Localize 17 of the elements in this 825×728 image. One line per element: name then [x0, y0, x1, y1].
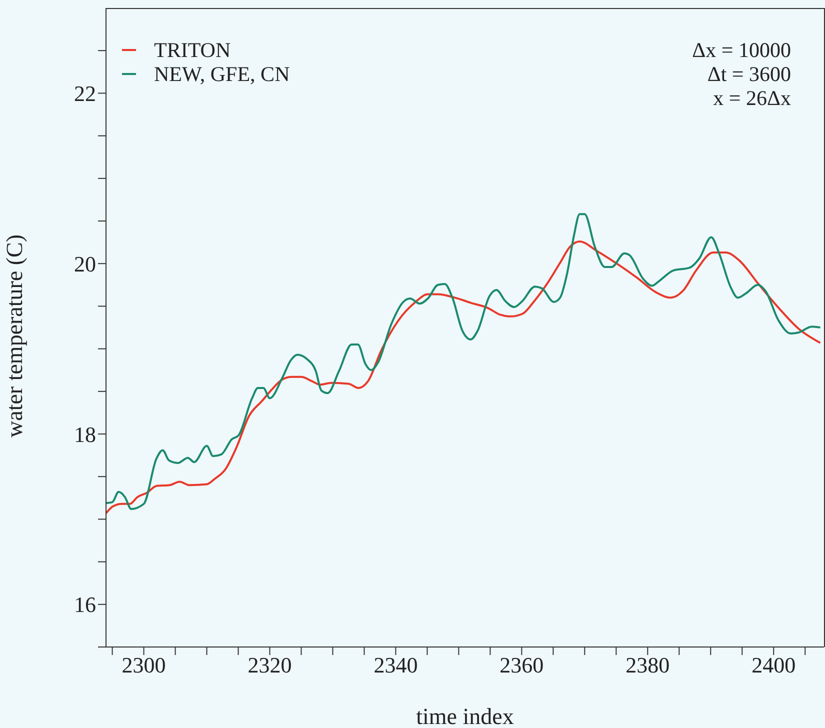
x-tick-label: 2340	[374, 652, 418, 678]
y-tick-label: 22	[74, 81, 96, 106]
y-axis-title: water temperature (C)	[2, 234, 28, 438]
y-tick-label: 16	[74, 592, 96, 618]
annotation: x = 26Δx	[712, 86, 791, 110]
x-tick-label: 2300	[122, 652, 166, 678]
x-tick-label: 2380	[626, 652, 670, 678]
legend-label: NEW, GFE, CN	[154, 62, 290, 86]
x-tick-label: 2400	[752, 652, 796, 678]
y-tick-label: 18	[74, 422, 96, 447]
x-tick-label: 2360	[500, 652, 544, 678]
annotation: Δx = 10000	[692, 38, 791, 62]
annotation: Δt = 3600	[706, 62, 791, 86]
legend-label: TRITON	[154, 38, 231, 62]
x-axis-title: time index	[416, 704, 514, 728]
x-tick-label: 2320	[248, 652, 292, 678]
y-tick-label: 20	[74, 251, 96, 276]
